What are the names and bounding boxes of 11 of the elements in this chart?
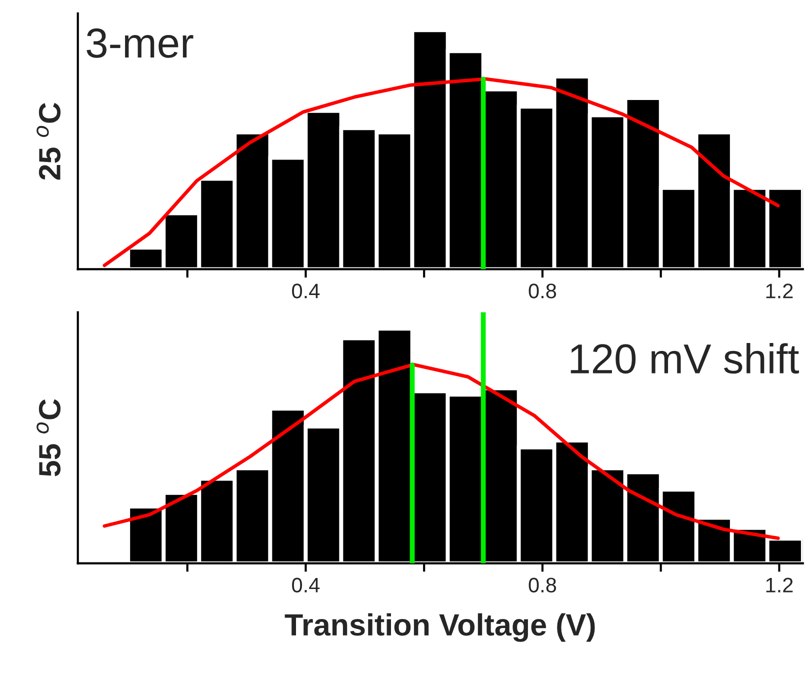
x-tick-label: 0.4 [292, 284, 320, 298]
x-axis-title: Transition Voltage (V) [284, 613, 595, 642]
x-tick-label: 0.4 [292, 578, 320, 592]
y-axis-title: 55 $^{o}$C [36, 399, 61, 476]
x-tick-label: 1.2 [766, 578, 793, 592]
x-tick-label: 0.8 [528, 578, 556, 592]
x-tick-label: 1.2 [766, 284, 793, 298]
x-tick-label: 0.8 [528, 284, 556, 298]
y-axis-title: 25 $^{o}$C [36, 102, 61, 180]
annotation: 3-mer [86, 28, 194, 58]
annotation: 120 mV shift [570, 343, 799, 374]
